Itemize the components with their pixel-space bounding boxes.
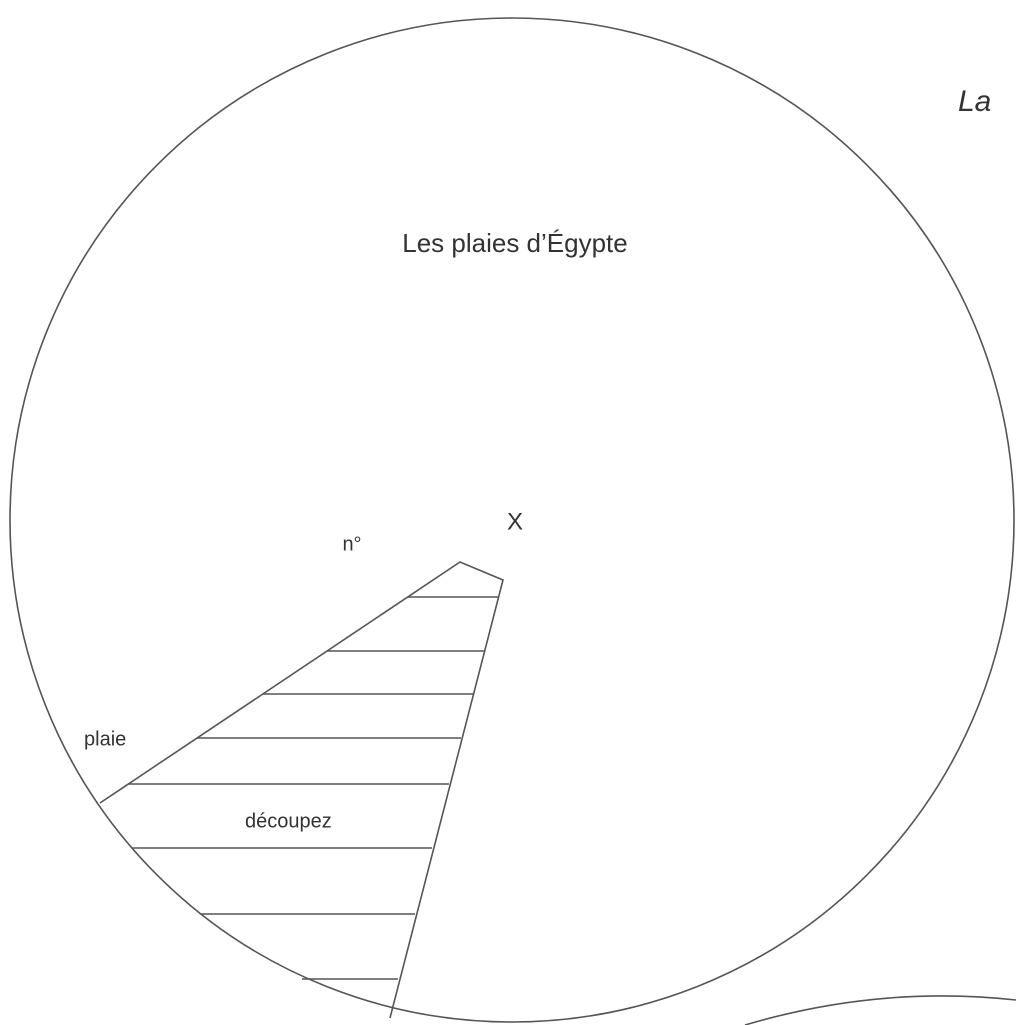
number-label: n° — [342, 533, 361, 555]
cut-window-outline — [99, 561, 504, 1019]
hatch-lines — [128, 596, 499, 980]
cut-label: découpez — [245, 810, 332, 832]
sector-label: plaie — [84, 728, 126, 750]
title: Les plaies d’Égypte — [402, 228, 627, 258]
second-wheel-edge — [744, 995, 1016, 1025]
wheel-circle — [9, 17, 1015, 1023]
marker-label: X — [507, 508, 523, 535]
corner-text: La — [958, 85, 991, 118]
